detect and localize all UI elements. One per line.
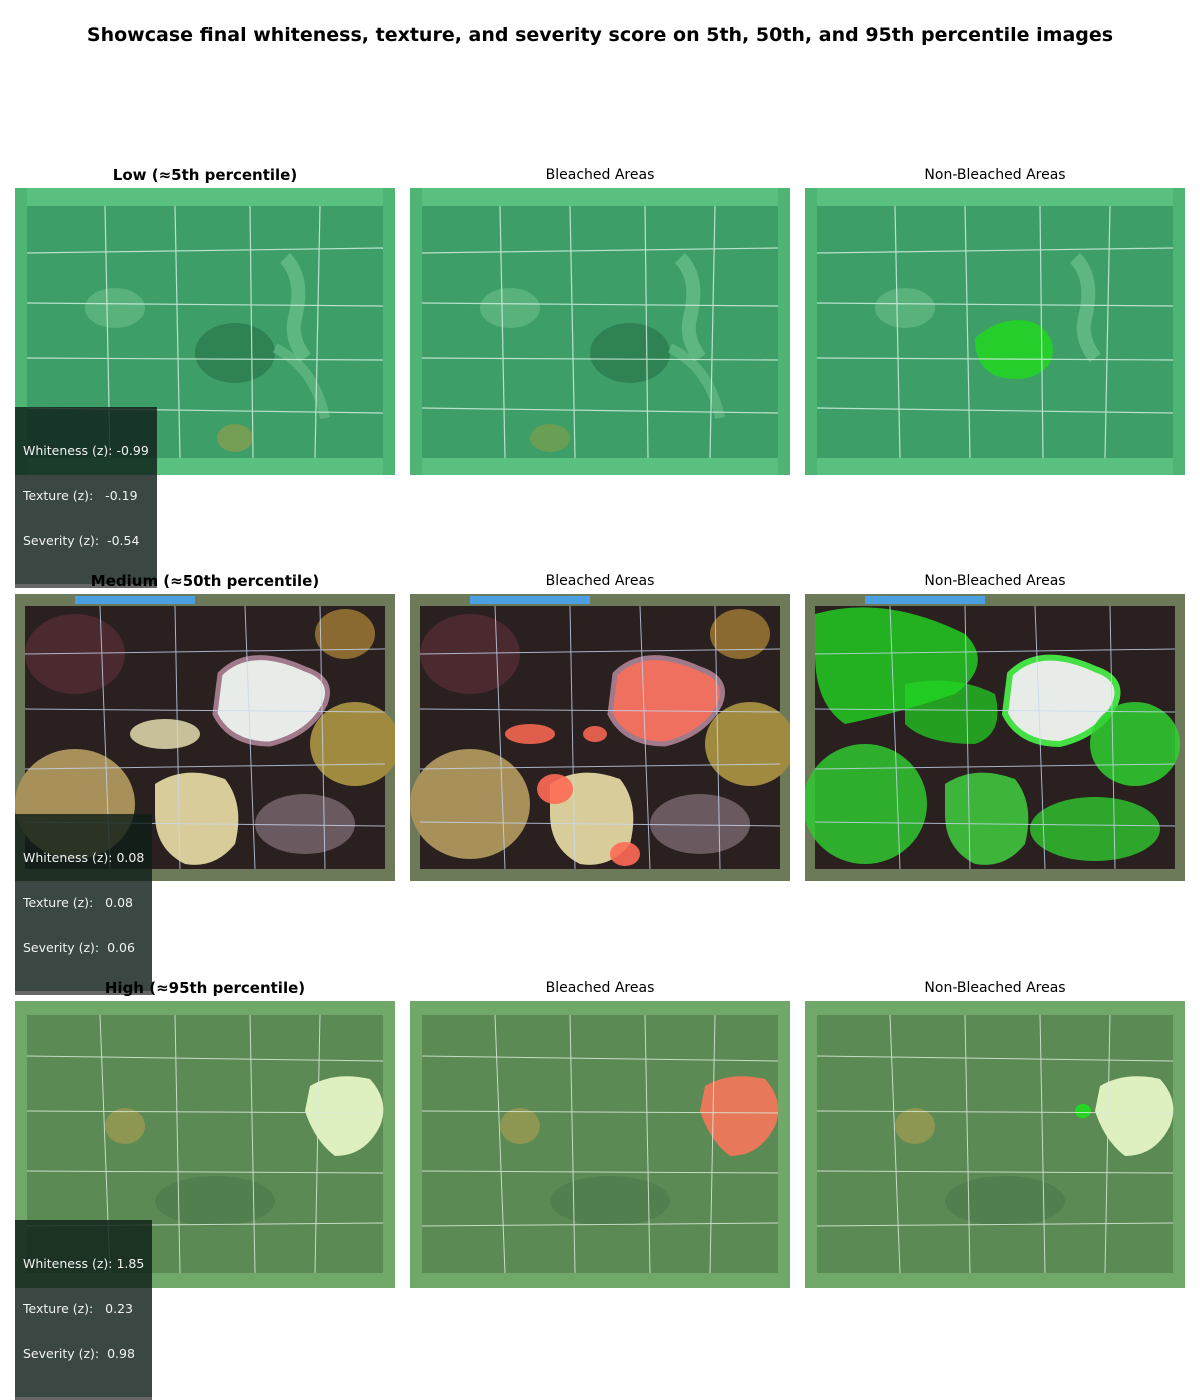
row-low-label: Low (≈5th percentile) — [112, 166, 298, 184]
medium-whiteness-score: Whiteness (z): 0.08 — [23, 850, 145, 865]
high-severity-score: Severity (z): 0.98 — [23, 1346, 135, 1361]
medium-bleached-image — [410, 594, 790, 881]
row-low-bleached-title: Bleached Areas — [545, 167, 655, 183]
medium-texture-score: Texture (z): 0.08 — [23, 895, 134, 910]
high-nonbleached-image — [805, 1001, 1185, 1288]
high-score-box: Whiteness (z): 1.85 Texture (z): 0.23 Se… — [15, 1220, 153, 1400]
row-high-label: High (≈95th percentile) — [104, 979, 306, 997]
figure-title: Showcase final whiteness, texture, and s… — [86, 24, 1114, 46]
row-high-nonbleached-title: Non-Bleached Areas — [924, 980, 1066, 996]
row-high-bleached-title: Bleached Areas — [545, 980, 655, 996]
row-medium-nonbleached-title: Non-Bleached Areas — [924, 573, 1066, 589]
low-severity-score: Severity (z): -0.54 — [23, 533, 140, 548]
high-bleached-image — [410, 1001, 790, 1288]
medium-nonbleached-image — [805, 594, 1185, 881]
row-medium-label: Medium (≈50th percentile) — [90, 572, 320, 590]
medium-severity-score: Severity (z): 0.06 — [23, 940, 135, 955]
low-whiteness-score: Whiteness (z): -0.99 — [23, 443, 149, 458]
row-low-nonbleached-title: Non-Bleached Areas — [924, 167, 1066, 183]
medium-score-box: Whiteness (z): 0.08 Texture (z): 0.08 Se… — [15, 814, 153, 995]
low-score-box: Whiteness (z): -0.99 Texture (z): -0.19 … — [15, 407, 157, 588]
high-texture-score: Texture (z): 0.23 — [23, 1301, 134, 1316]
row-medium-bleached-title: Bleached Areas — [545, 573, 655, 589]
high-whiteness-score: Whiteness (z): 1.85 — [23, 1256, 145, 1271]
low-texture-score: Texture (z): -0.19 — [23, 488, 138, 503]
low-bleached-image — [410, 188, 790, 475]
low-nonbleached-image — [805, 188, 1185, 475]
